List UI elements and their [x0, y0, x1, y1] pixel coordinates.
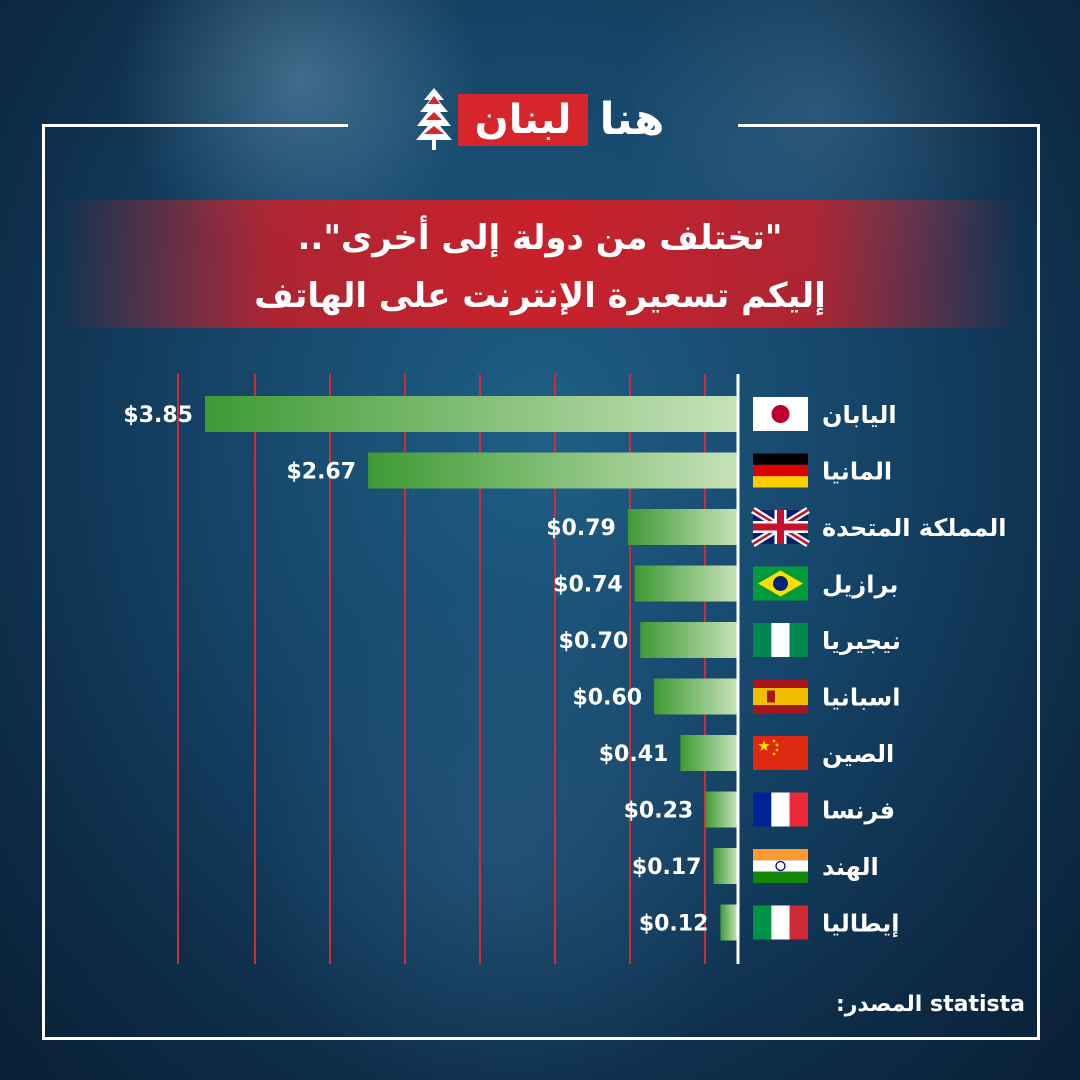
country-label-5: اسبانيا — [822, 684, 900, 712]
flag-germany-icon — [753, 453, 808, 488]
flag-brazil-icon — [753, 566, 808, 601]
value-label-3: $0.74 — [553, 573, 623, 598]
value-label-2: $0.79 — [546, 516, 616, 541]
country-label-7: فرنسا — [822, 797, 895, 825]
flag-france-icon — [753, 792, 808, 827]
flag-italy-icon — [753, 905, 808, 940]
flag-india-icon — [753, 849, 808, 883]
brand-logo: لبنان هنا — [414, 82, 670, 156]
value-label-6: $0.41 — [599, 742, 669, 767]
bar-2 — [627, 509, 737, 545]
frame-line-top-right — [738, 124, 1040, 127]
country-label-9: إيطاليا — [822, 910, 899, 938]
value-label-4: $0.70 — [559, 629, 629, 654]
value-label-9: $0.12 — [639, 912, 709, 937]
bar-8 — [713, 848, 737, 884]
flags — [751, 397, 810, 940]
bar-chart: $3.85 اليابان $2.67 المانيا $0.79 المملكة الم… — [123, 374, 1007, 964]
value-label-7: $0.23 — [624, 799, 694, 824]
title-line-1: "تختلف من دولة إلى أخرى".. — [297, 218, 783, 258]
bar-3 — [634, 565, 737, 602]
source-credit: المصدر: statista — [740, 985, 1025, 1025]
bar-4 — [640, 622, 737, 658]
value-label-1: $2.67 — [286, 460, 356, 485]
frame-line-right — [1037, 124, 1040, 1040]
flag-spain-icon — [753, 679, 808, 714]
frame-line-top-left — [42, 124, 348, 127]
frame-line-left — [42, 124, 45, 1040]
flag-nigeria-icon — [753, 623, 808, 657]
country-label-0: اليابان — [822, 401, 897, 429]
logo-white-text: هنا — [599, 93, 665, 145]
bar-0 — [205, 396, 737, 432]
bar-7 — [705, 791, 737, 828]
value-label-5: $0.60 — [572, 686, 642, 711]
bar-9 — [720, 904, 737, 941]
flag-japan-icon — [753, 397, 808, 431]
bar-5 — [654, 678, 737, 715]
source-value: statista — [930, 992, 1025, 1017]
flag-china-icon — [753, 736, 808, 770]
flag-uk-icon — [751, 507, 810, 547]
country-label-4: نيجيريا — [822, 627, 901, 655]
country-label-6: الصين — [822, 740, 894, 768]
bars — [205, 396, 737, 941]
country-label-3: برازيل — [822, 571, 898, 599]
bar-6 — [680, 735, 737, 771]
cedar-icon — [416, 88, 452, 150]
frame-line-bottom — [42, 1037, 1040, 1040]
country-label-2: المملكة المتحدة — [822, 514, 1007, 542]
labels: $3.85 اليابان $2.67 المانيا $0.79 المملكة الم… — [123, 401, 1006, 938]
country-label-1: المانيا — [822, 458, 892, 486]
bar-1 — [368, 452, 737, 489]
value-label-8: $0.17 — [632, 855, 702, 880]
value-label-0: $3.85 — [123, 403, 193, 428]
logo-red-text: لبنان — [458, 94, 588, 146]
source-label: المصدر: — [835, 992, 923, 1017]
title-line-2: إليكم تسعيرة الإنترنت على الهاتف — [254, 276, 826, 316]
title-band — [60, 200, 1020, 328]
country-label-8: الهند — [822, 853, 879, 881]
